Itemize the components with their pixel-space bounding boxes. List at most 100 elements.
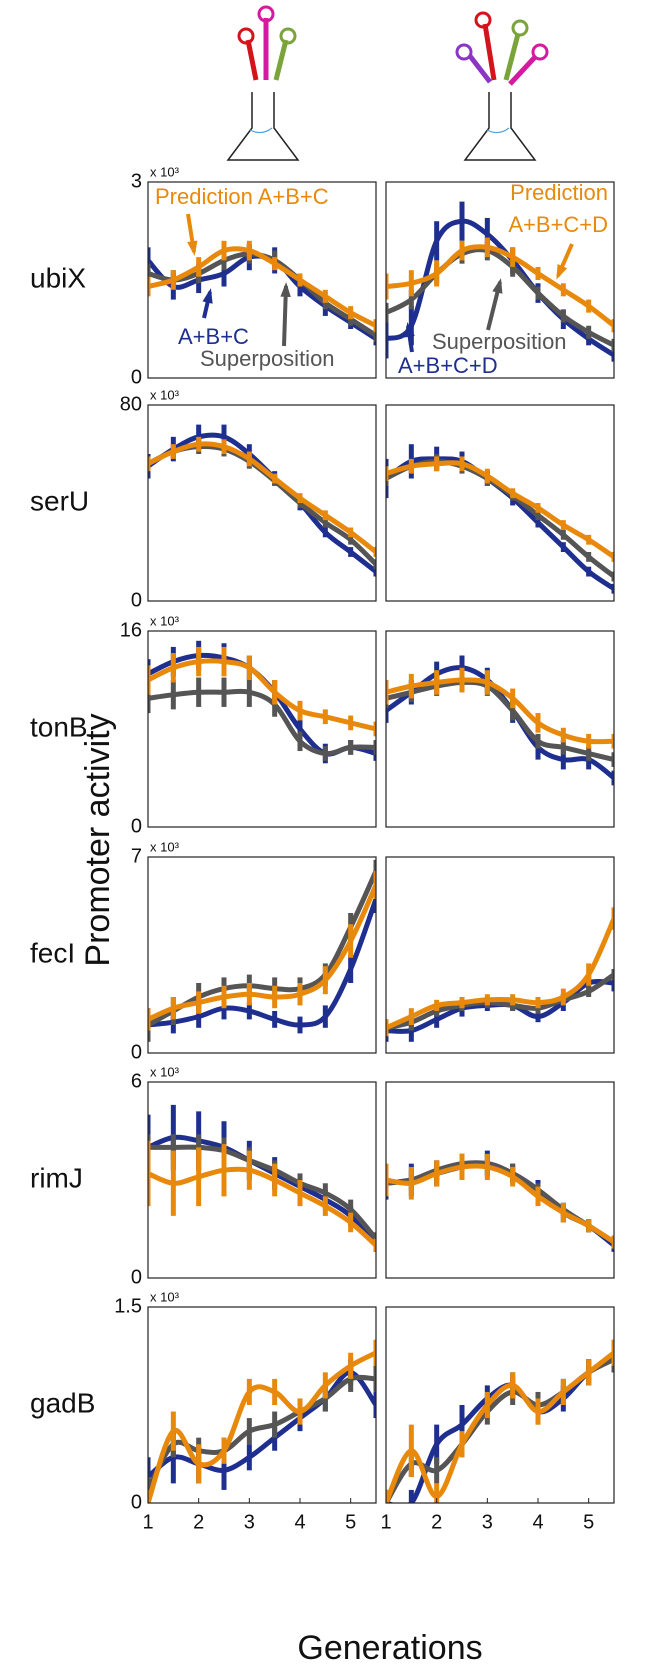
series-line xyxy=(148,652,376,757)
y-tick-label: 7 xyxy=(131,845,142,867)
series-line xyxy=(386,244,614,328)
arrow-head xyxy=(202,288,213,304)
plot-frame xyxy=(385,630,615,828)
x-tick-label: 3 xyxy=(482,1511,493,1533)
series-line xyxy=(148,869,376,1028)
row-label: fecI xyxy=(30,937,75,968)
plot-frame xyxy=(147,630,377,828)
plot-area xyxy=(386,444,614,594)
y-tick-label: 0 xyxy=(131,1491,142,1513)
series-line xyxy=(386,979,614,1034)
arrow-head xyxy=(492,278,503,294)
row-label: rimJ xyxy=(30,1162,83,1193)
y-tick-label: 0 xyxy=(131,1041,142,1063)
series-line xyxy=(386,458,614,579)
axis-multiplier: x 10³ xyxy=(150,387,180,402)
series-line xyxy=(148,1350,376,1503)
flask-icon-left xyxy=(226,5,300,161)
arrow-head xyxy=(404,322,415,338)
annotation: Prediction xyxy=(510,180,608,205)
y-tick-label: 16 xyxy=(120,619,142,641)
plot-area xyxy=(386,655,614,786)
plot-area xyxy=(148,240,376,346)
series-line xyxy=(148,898,376,1028)
plot-frame xyxy=(147,404,377,602)
plot-area xyxy=(148,1339,376,1503)
series-line xyxy=(148,1144,376,1241)
x-tick-label: 1 xyxy=(142,1511,153,1533)
row-label: ubiX xyxy=(30,262,86,293)
series-line xyxy=(386,972,614,1031)
plot-frame xyxy=(385,1081,615,1279)
y-tick-label: 3 xyxy=(131,170,142,192)
series-line xyxy=(386,456,614,591)
annotation: A+B+C+D xyxy=(508,212,608,237)
series-line xyxy=(148,441,376,554)
x-tick-label: 5 xyxy=(583,1511,594,1533)
plot-frame xyxy=(147,181,377,379)
annotation: A+B+C+D xyxy=(398,353,498,378)
series-line xyxy=(148,1134,376,1247)
y-tick-label: 6 xyxy=(131,1070,142,1092)
series-line xyxy=(386,917,614,1031)
row-label: serU xyxy=(30,485,89,516)
plot-area xyxy=(148,859,376,1042)
series-line xyxy=(386,1350,614,1503)
plot-area xyxy=(386,201,614,362)
plot-area xyxy=(386,1150,614,1252)
axis-multiplier: x 10³ xyxy=(150,613,180,628)
plot-frame xyxy=(147,856,377,1054)
series-line xyxy=(386,460,614,559)
y-tick-label: 0 xyxy=(131,1266,142,1288)
axis-multiplier: x 10³ xyxy=(150,839,180,854)
series-line xyxy=(148,883,376,1022)
annotation: Superposition xyxy=(200,346,335,371)
annotation: Prediction A+B+C xyxy=(155,184,329,209)
series-line xyxy=(148,246,376,328)
axis-multiplier: x 10³ xyxy=(150,1289,180,1304)
axis-multiplier: x 10³ xyxy=(150,164,180,179)
x-tick-label: 5 xyxy=(345,1511,356,1533)
series-line xyxy=(148,658,376,732)
plot-frame xyxy=(385,181,615,379)
x-tick-label: 4 xyxy=(294,1511,305,1533)
arrow-head xyxy=(556,264,568,280)
series-line xyxy=(148,688,376,757)
x-tick-label: 3 xyxy=(244,1511,255,1533)
arrow-head xyxy=(187,240,198,256)
series-line xyxy=(386,1160,614,1245)
series-line xyxy=(148,1369,376,1479)
arrow-head xyxy=(280,282,291,297)
x-tick-label: 4 xyxy=(532,1511,543,1533)
series-line xyxy=(386,677,614,745)
series-line xyxy=(148,1166,376,1248)
x-tick-label: 2 xyxy=(431,1511,442,1533)
series-line xyxy=(386,679,614,763)
y-tick-label: 80 xyxy=(120,393,142,415)
plot-frame xyxy=(147,1081,377,1279)
series-line xyxy=(386,247,614,348)
series-line xyxy=(386,1163,614,1245)
row-label: tonB xyxy=(30,711,88,742)
x-tick-label: 2 xyxy=(193,1511,204,1533)
y-axis-label: Promoter activity xyxy=(79,713,117,966)
plot-frame xyxy=(385,1306,615,1504)
y-tick-label: 0 xyxy=(131,589,142,611)
annotation: A+B+C xyxy=(178,324,249,349)
flask-icon-right xyxy=(455,11,549,161)
y-tick-label: 0 xyxy=(131,366,142,388)
y-tick-label: 1.5 xyxy=(114,1295,142,1317)
plot-frame xyxy=(385,856,615,1054)
plot-area xyxy=(148,1104,376,1252)
row-label: gadB xyxy=(30,1387,95,1418)
series-line xyxy=(148,432,376,574)
plot-area xyxy=(148,640,376,764)
annotation: Superposition xyxy=(432,329,567,354)
x-tick-label: 1 xyxy=(380,1511,391,1533)
plot-frame xyxy=(147,1306,377,1504)
plot-area xyxy=(386,907,614,1042)
plot-area xyxy=(148,424,376,577)
axis-multiplier: x 10³ xyxy=(150,1064,180,1079)
y-tick-label: 0 xyxy=(131,815,142,837)
